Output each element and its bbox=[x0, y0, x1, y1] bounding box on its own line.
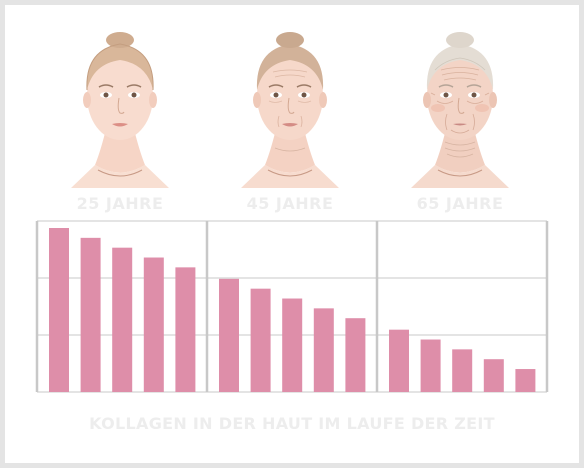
bar-g1-5 bbox=[175, 267, 196, 392]
bar-g3-1 bbox=[389, 329, 409, 392]
bar-g2-3 bbox=[282, 298, 303, 392]
bar-g3-4 bbox=[483, 359, 504, 392]
bar-g1-4 bbox=[143, 257, 164, 392]
group-label-65: 65 JAHRE bbox=[416, 194, 504, 213]
bar-g2-1 bbox=[219, 278, 239, 392]
group-label-25: 25 JAHRE bbox=[76, 194, 164, 213]
face-old-icon bbox=[411, 32, 509, 188]
bar-g2-5 bbox=[345, 318, 366, 392]
bar-g2-2 bbox=[250, 288, 271, 392]
bar-g1-2 bbox=[80, 237, 101, 392]
bar-g2-4 bbox=[313, 308, 334, 392]
bar-g3-3 bbox=[452, 349, 473, 392]
bar-g3-2 bbox=[420, 339, 441, 392]
chart-title: KOLLAGEN IN DER HAUT IM LAUFE DER ZEIT bbox=[89, 414, 495, 433]
group-label-45: 45 JAHRE bbox=[246, 194, 334, 213]
face-middle-aged-icon bbox=[241, 32, 339, 188]
bar-g3-5 bbox=[515, 369, 536, 392]
bar-g1-3 bbox=[112, 247, 133, 392]
bar-g1-1 bbox=[49, 228, 69, 392]
face-young-icon bbox=[71, 32, 169, 188]
